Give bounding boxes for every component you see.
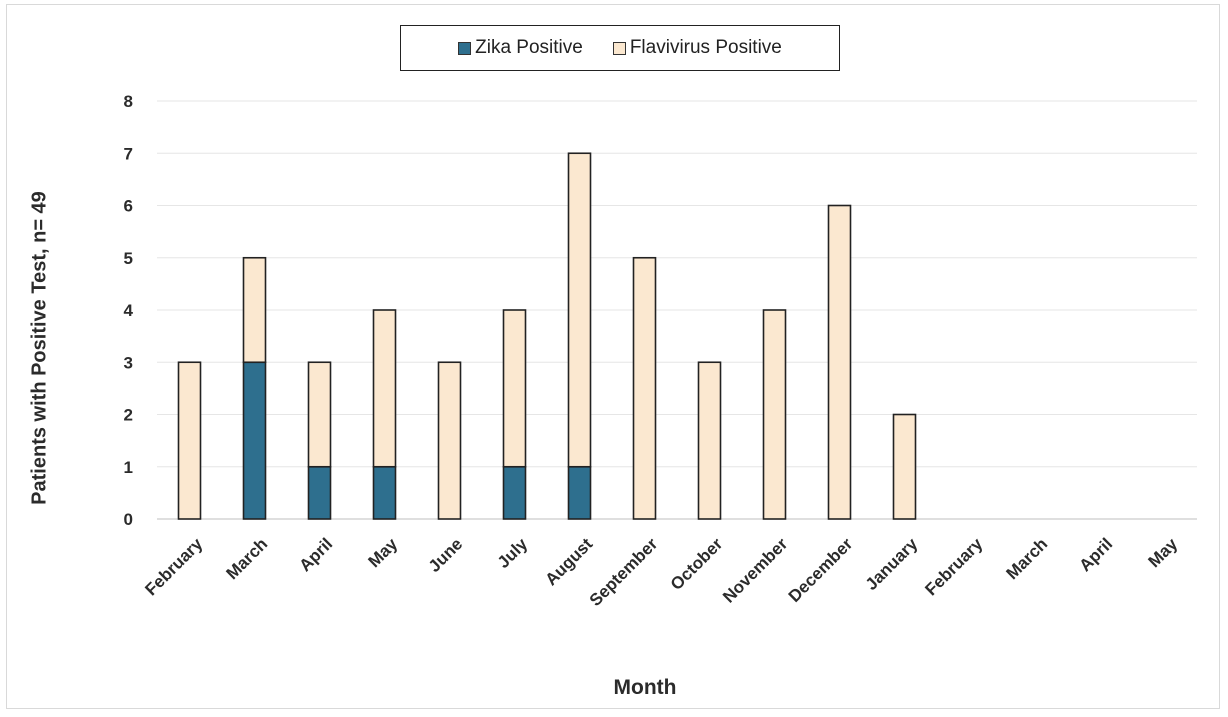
bar-zika <box>307 465 332 520</box>
x-tick-label: September <box>586 534 662 610</box>
bar-flavivirus <box>177 361 202 520</box>
legend: Zika Positive Flavivirus Positive <box>400 25 840 71</box>
bar-zika <box>567 465 592 520</box>
bar-flavivirus <box>762 309 787 520</box>
bar-zika <box>372 465 397 520</box>
bar-flavivirus <box>502 309 527 468</box>
x-tick-label: August <box>541 534 596 589</box>
bar-flavivirus <box>372 309 397 468</box>
x-tick-label: May <box>365 534 402 571</box>
x-tick-label: October <box>667 534 727 594</box>
legend-swatch-zika <box>458 41 472 55</box>
x-tick-label: November <box>719 534 791 606</box>
x-tick-label: March <box>222 534 271 583</box>
y-tick-label: 5 <box>124 249 133 268</box>
x-tick-label: May <box>1145 534 1182 571</box>
y-tick-label: 4 <box>124 301 134 320</box>
x-tick-label: July <box>494 534 532 572</box>
x-axis-title: Month <box>613 676 677 699</box>
y-tick-label: 6 <box>124 197 133 216</box>
bar-flavivirus <box>697 361 722 520</box>
bar-flavivirus <box>437 361 462 520</box>
x-tick-label: December <box>785 534 857 606</box>
legend-label-flavivirus: Flavivirus Positive <box>629 37 782 58</box>
y-tick-label: 7 <box>124 144 133 163</box>
x-tick-label: January <box>862 534 922 594</box>
x-tick-label: April <box>296 534 337 575</box>
bar-zika <box>242 361 267 520</box>
y-tick-label: 1 <box>124 458 133 477</box>
bar-flavivirus <box>307 361 332 468</box>
bar-flavivirus <box>827 204 852 520</box>
bar-flavivirus <box>892 413 917 520</box>
y-tick-label: 0 <box>124 510 133 529</box>
legend-label-zika: Zika Positive <box>475 37 583 58</box>
y-tick-label: 3 <box>124 353 133 372</box>
legend-swatch-flavivirus <box>612 41 626 55</box>
x-tick-label: April <box>1076 534 1117 575</box>
legend-item-zika: Zika Positive <box>458 37 583 59</box>
bar-flavivirus <box>567 152 592 468</box>
legend-item-flavivirus: Flavivirus Positive <box>612 37 782 59</box>
x-tick-label: February <box>921 534 986 599</box>
chart-frame <box>6 4 1220 709</box>
bar-flavivirus <box>242 256 267 364</box>
y-tick-label: 8 <box>124 92 133 111</box>
y-tick-label: 2 <box>124 406 133 425</box>
x-tick-label: June <box>425 534 466 575</box>
x-tick-label: March <box>1002 534 1051 583</box>
x-tick-label: February <box>141 534 206 599</box>
bar-zika <box>502 465 527 520</box>
bar-flavivirus <box>632 256 657 520</box>
